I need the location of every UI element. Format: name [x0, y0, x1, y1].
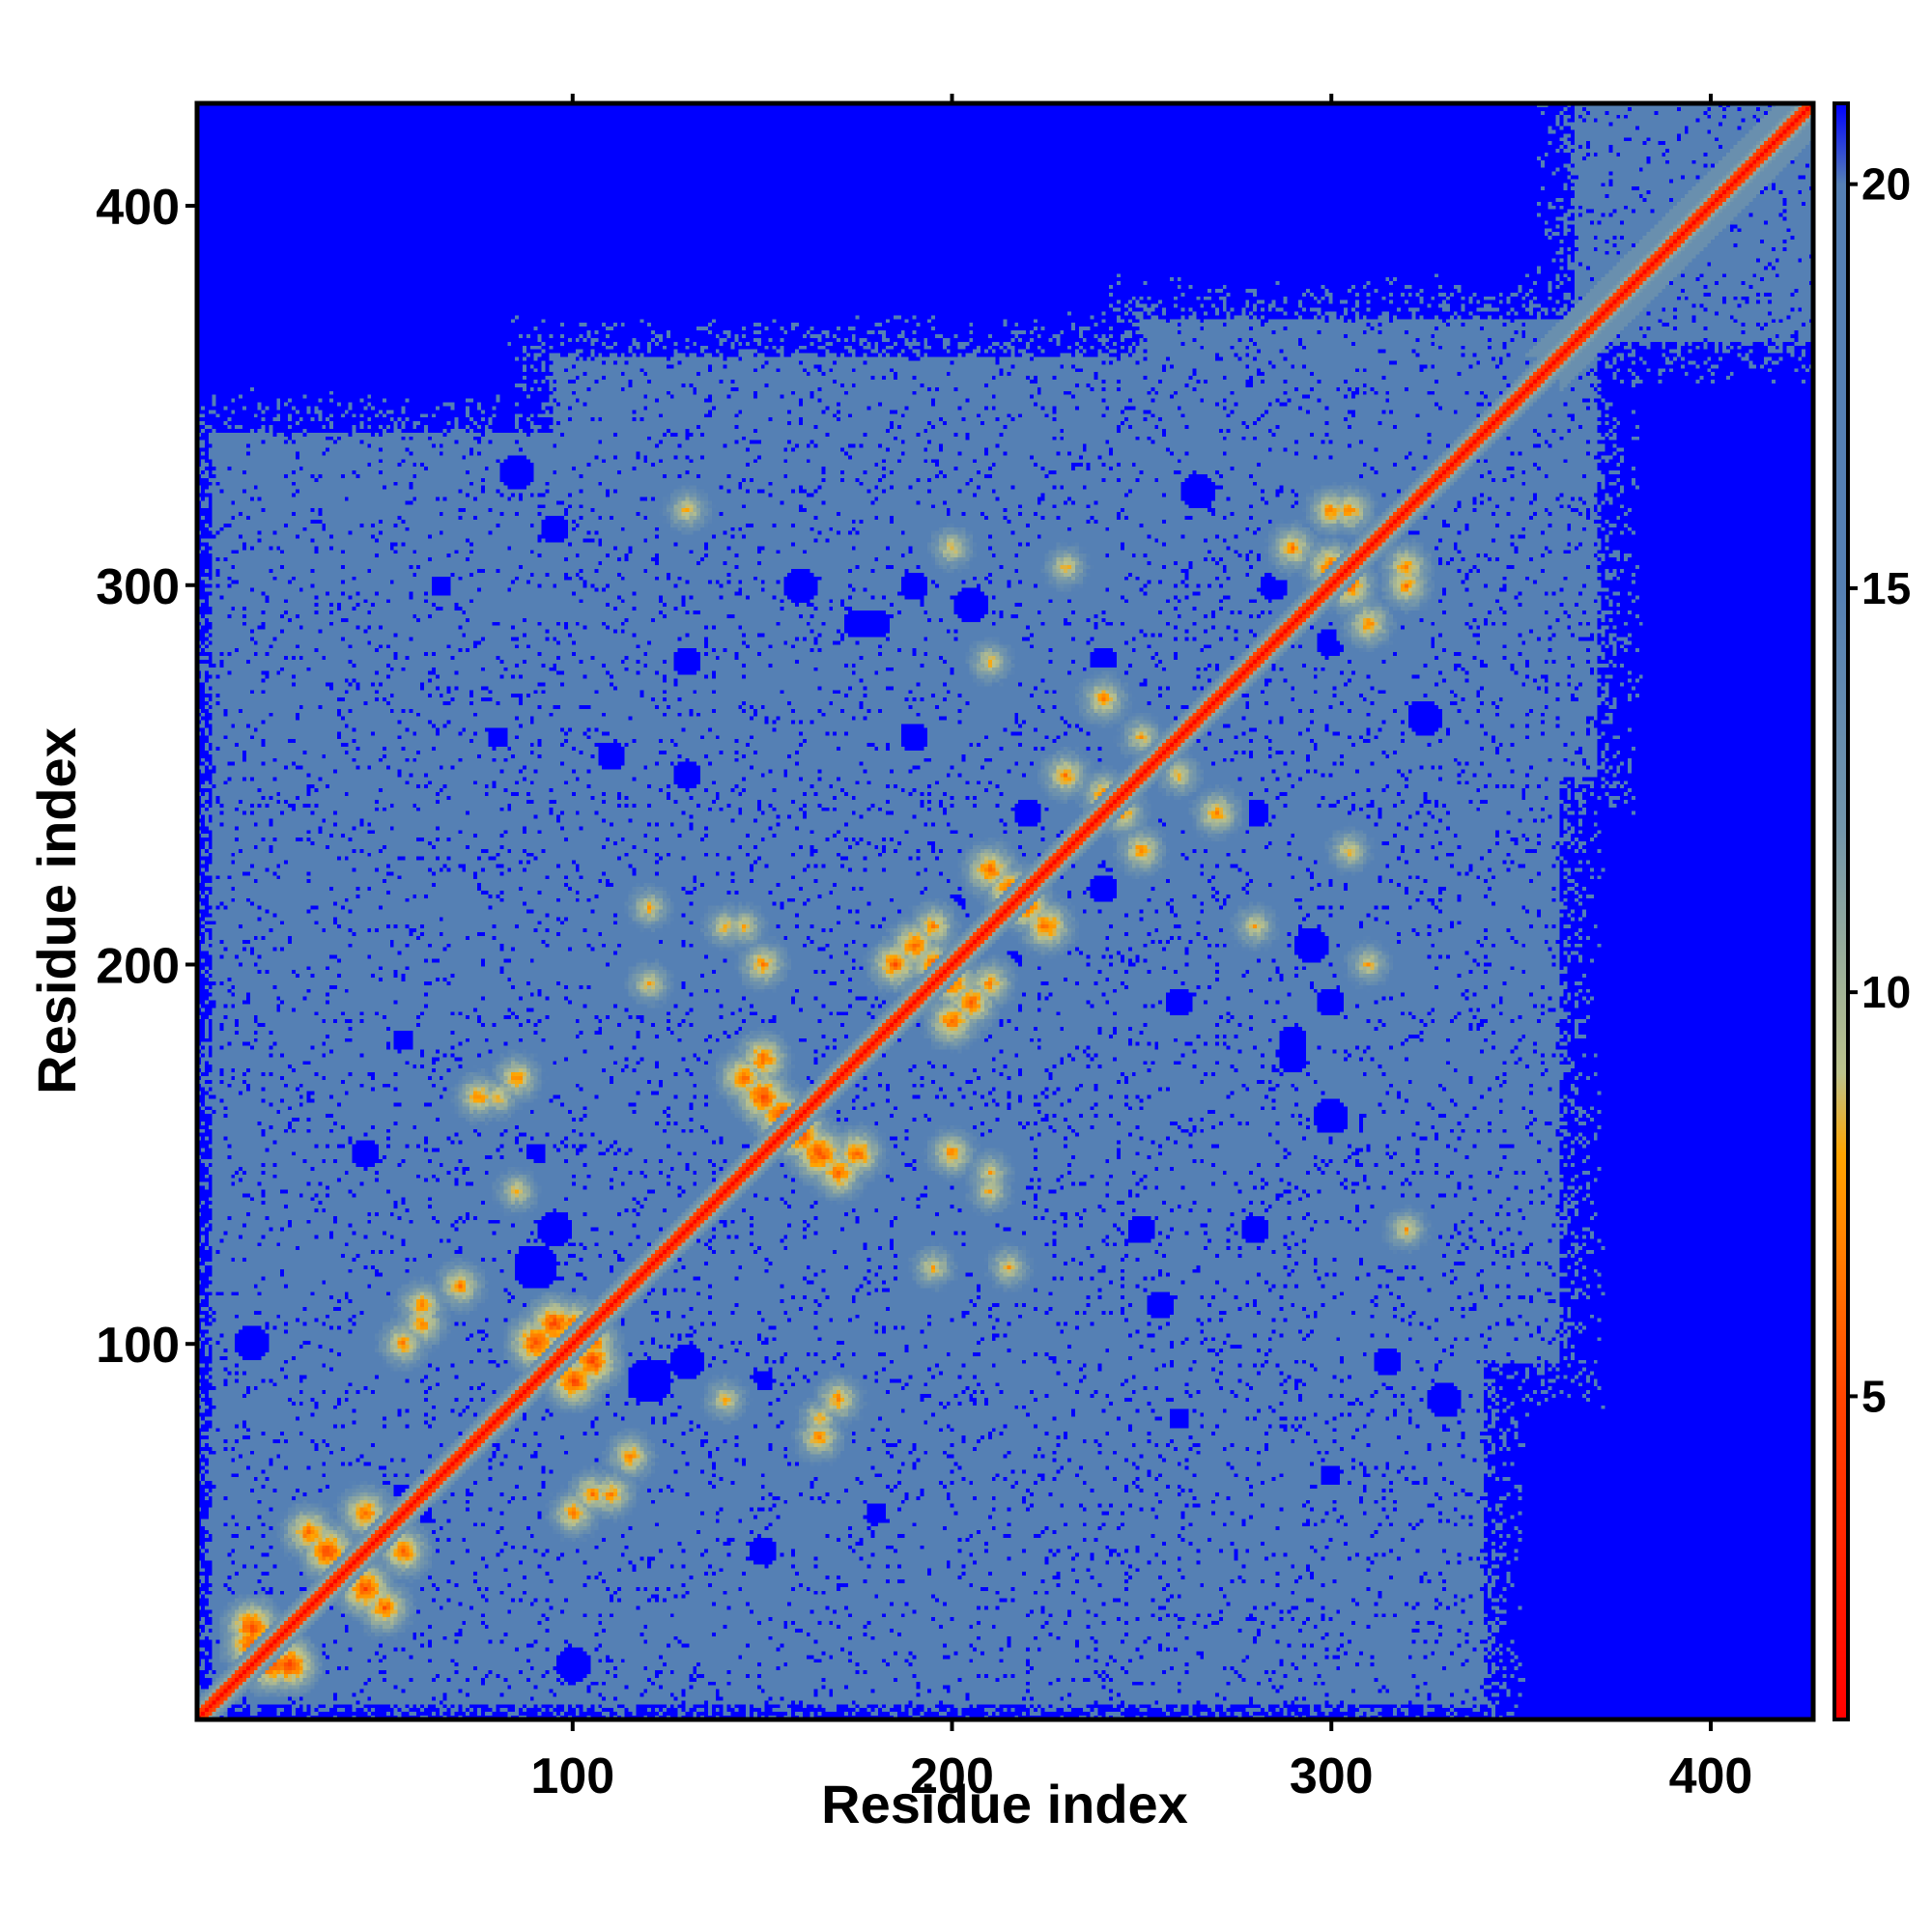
x-axis-title: Residue index — [821, 1774, 1188, 1834]
x-axis: 100 200 300 400 — [530, 1719, 1752, 1804]
colorbar: 5 10 15 20 — [1833, 101, 1911, 1721]
x-tick-label: 400 — [1669, 1748, 1753, 1804]
heatmap-image — [197, 103, 1813, 1719]
y-axis: 100 200 300 400 — [96, 180, 197, 1374]
plot-frame — [194, 100, 1816, 1722]
top-ticks — [570, 94, 1713, 103]
colorbar-frame — [1833, 101, 1850, 1721]
y-tick-label: 200 — [96, 938, 180, 994]
colorbar-tick-label: 20 — [1861, 159, 1911, 210]
colorbar-tick-label: 5 — [1861, 1371, 1887, 1421]
y-tick-label: 400 — [96, 180, 180, 236]
x-tick-label: 100 — [530, 1748, 614, 1804]
colorbar-ticks: 5 10 15 20 — [1848, 159, 1911, 1421]
y-axis-title: Residue index — [26, 727, 87, 1094]
colorbar-tick-label: 10 — [1861, 967, 1911, 1017]
y-tick-label: 300 — [96, 559, 180, 615]
heatmap-layer — [197, 103, 1813, 1719]
x-tick-label: 200 — [910, 1748, 994, 1804]
colorbar-fill — [1834, 103, 1848, 1719]
colorbar-tick-label: 15 — [1861, 563, 1911, 613]
y-tick-label: 100 — [96, 1318, 180, 1374]
x-tick-label: 300 — [1290, 1748, 1374, 1804]
